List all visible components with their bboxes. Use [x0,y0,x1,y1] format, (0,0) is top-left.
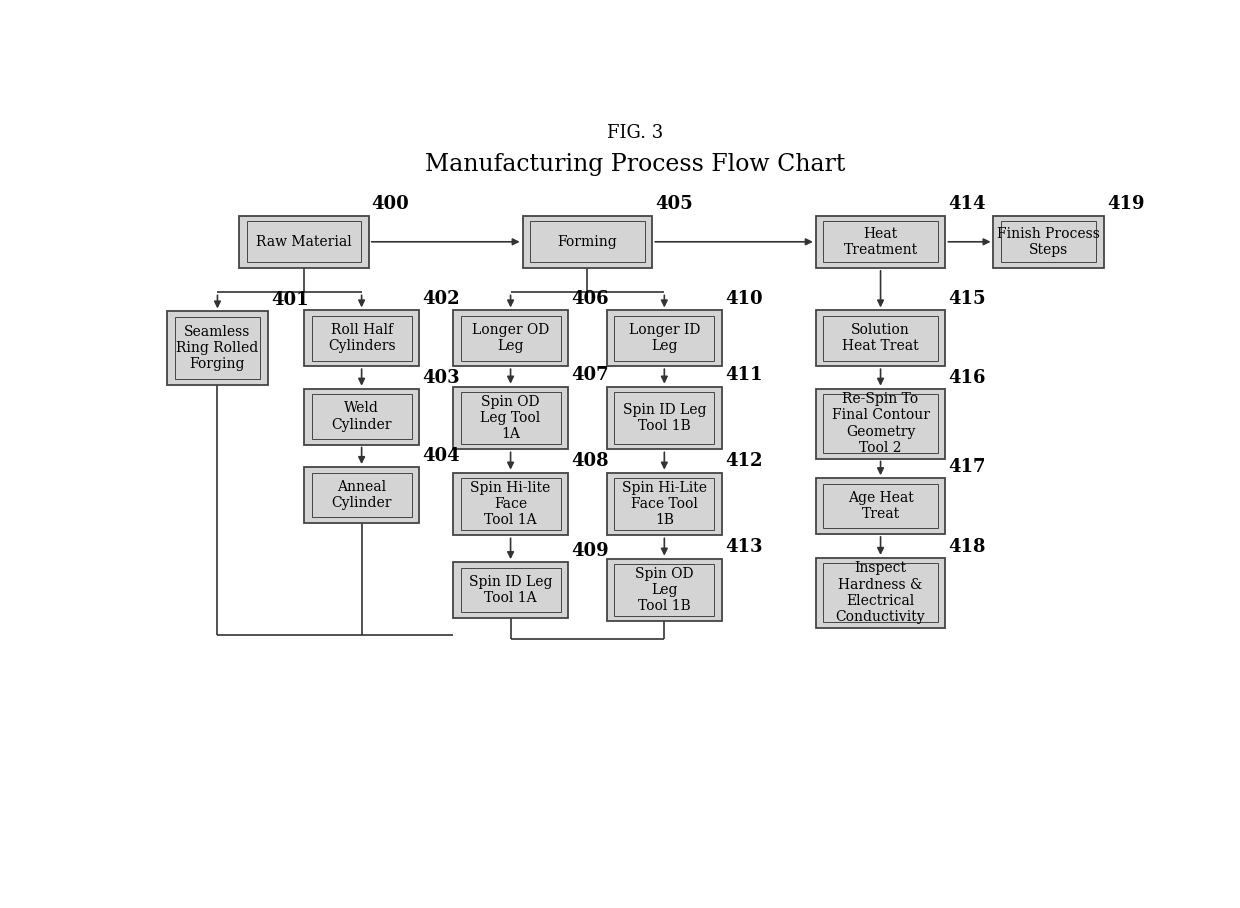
FancyBboxPatch shape [614,479,714,530]
Text: 417: 417 [949,458,986,476]
Text: 405: 405 [655,195,693,213]
FancyBboxPatch shape [304,467,419,523]
Text: Roll Half
Cylinders: Roll Half Cylinders [327,323,396,353]
FancyBboxPatch shape [823,563,937,622]
FancyBboxPatch shape [823,484,937,528]
Text: Spin ID Leg
Tool 1B: Spin ID Leg Tool 1B [622,403,706,433]
FancyBboxPatch shape [453,562,568,618]
Text: Longer ID
Leg: Longer ID Leg [629,323,701,353]
FancyBboxPatch shape [816,479,945,534]
FancyBboxPatch shape [1001,222,1096,262]
Text: 410: 410 [725,291,763,308]
Text: Anneal
Cylinder: Anneal Cylinder [331,479,392,510]
Text: 406: 406 [572,291,609,308]
FancyBboxPatch shape [816,311,945,366]
Text: Finish Process
Steps: Finish Process Steps [997,227,1100,257]
Text: Longer OD
Leg: Longer OD Leg [472,323,549,353]
FancyBboxPatch shape [460,479,560,530]
FancyBboxPatch shape [453,472,568,536]
Text: Spin ID Leg
Tool 1A: Spin ID Leg Tool 1A [469,575,552,605]
FancyBboxPatch shape [304,311,419,366]
FancyBboxPatch shape [614,392,714,444]
FancyBboxPatch shape [460,392,560,444]
FancyBboxPatch shape [816,389,945,459]
FancyBboxPatch shape [606,472,722,536]
FancyBboxPatch shape [453,311,568,366]
Text: Inspect
Hardness &
Electrical
Conductivity: Inspect Hardness & Electrical Conductivi… [836,561,925,624]
Text: Raw Material: Raw Material [257,235,352,249]
FancyBboxPatch shape [247,222,361,262]
Text: Re-Spin To
Final Contour
Geometry
Tool 2: Re-Spin To Final Contour Geometry Tool 2 [832,392,930,455]
FancyBboxPatch shape [816,215,945,268]
FancyBboxPatch shape [606,558,722,621]
FancyBboxPatch shape [823,222,937,262]
Text: 408: 408 [572,452,609,470]
Text: Heat
Treatment: Heat Treatment [843,227,918,257]
FancyBboxPatch shape [175,317,260,380]
FancyBboxPatch shape [606,311,722,366]
FancyBboxPatch shape [614,564,714,616]
FancyBboxPatch shape [460,316,560,360]
FancyBboxPatch shape [993,215,1104,268]
FancyBboxPatch shape [823,316,937,360]
FancyBboxPatch shape [311,316,412,360]
Text: 409: 409 [572,542,609,560]
Text: Solution
Heat Treat: Solution Heat Treat [842,323,919,353]
Text: 404: 404 [422,447,460,465]
Text: Spin OD
Leg
Tool 1B: Spin OD Leg Tool 1B [635,567,693,613]
FancyBboxPatch shape [453,387,568,449]
Text: 415: 415 [949,291,986,308]
Text: 401: 401 [270,291,309,310]
FancyBboxPatch shape [239,215,368,268]
Text: 411: 411 [725,367,763,384]
FancyBboxPatch shape [823,394,937,453]
Text: 407: 407 [572,367,609,384]
FancyBboxPatch shape [167,311,268,385]
FancyBboxPatch shape [304,389,419,445]
Text: Spin Hi-Lite
Face Tool
1B: Spin Hi-Lite Face Tool 1B [621,480,707,528]
Text: FIG. 3: FIG. 3 [608,124,663,143]
FancyBboxPatch shape [460,568,560,612]
Text: Seamless
Ring Rolled
Forging: Seamless Ring Rolled Forging [176,325,259,371]
Text: Spin OD
Leg Tool
1A: Spin OD Leg Tool 1A [480,395,541,441]
Text: 403: 403 [422,369,460,387]
Text: 413: 413 [725,538,763,557]
FancyBboxPatch shape [311,472,412,518]
Text: Forming: Forming [558,235,618,249]
Text: 414: 414 [949,195,986,213]
Text: Manufacturing Process Flow Chart: Manufacturing Process Flow Chart [425,153,846,176]
Text: 416: 416 [949,369,986,387]
Text: 402: 402 [422,291,460,308]
Text: 418: 418 [949,538,986,556]
Text: Age Heat
Treat: Age Heat Treat [848,491,914,521]
FancyBboxPatch shape [522,215,652,268]
FancyBboxPatch shape [606,387,722,449]
Text: 419: 419 [1107,195,1145,213]
FancyBboxPatch shape [531,222,645,262]
FancyBboxPatch shape [816,558,945,627]
Text: 400: 400 [372,195,409,213]
Text: 412: 412 [725,452,763,470]
FancyBboxPatch shape [614,316,714,360]
FancyBboxPatch shape [311,394,412,439]
Text: Weld
Cylinder: Weld Cylinder [331,401,392,431]
Text: Spin Hi-lite
Face
Tool 1A: Spin Hi-lite Face Tool 1A [470,480,551,528]
